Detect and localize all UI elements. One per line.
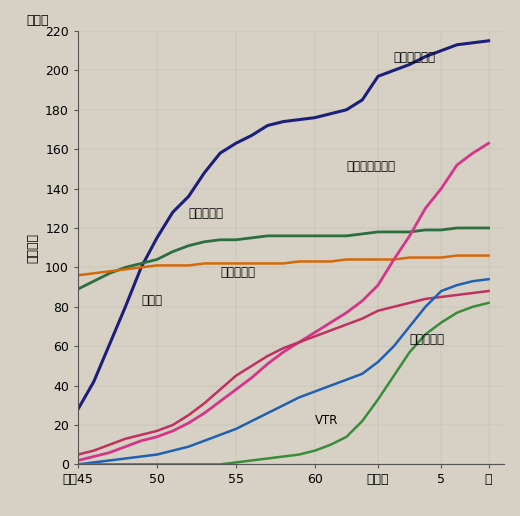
Text: ルームエアコン: ルームエアコン — [346, 160, 396, 173]
Text: VTR: VTR — [315, 414, 339, 427]
Text: ベッド: ベッド — [141, 294, 162, 307]
Y-axis label: 保有数量: 保有数量 — [27, 233, 40, 263]
Text: （台）: （台） — [27, 13, 49, 27]
Text: 電子レンジ: 電子レンジ — [410, 333, 445, 346]
Text: カラーテレビ: カラーテレビ — [394, 52, 436, 64]
Text: 電気冷蔵庫: 電気冷蔵庫 — [189, 207, 224, 220]
Text: 電気洗濯機: 電気洗濯機 — [220, 266, 255, 279]
